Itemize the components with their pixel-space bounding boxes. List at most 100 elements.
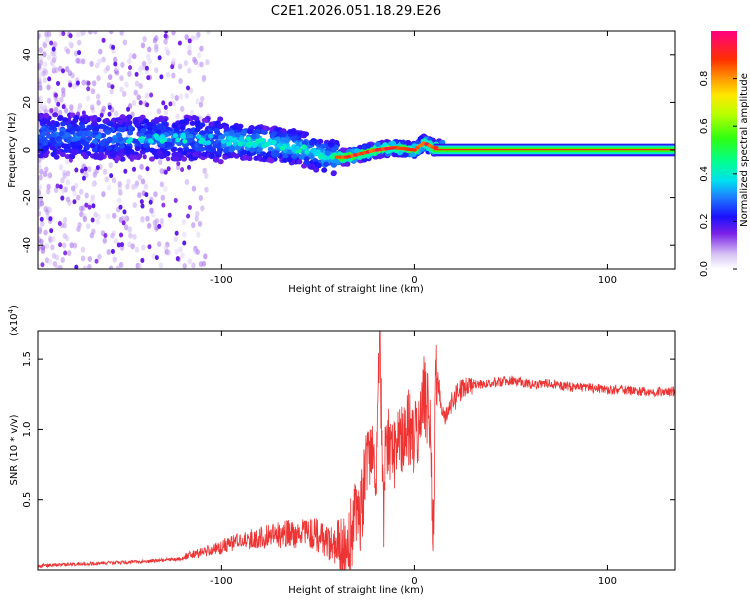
spectrogram-band-cell (344, 161, 351, 167)
spectrogram-tone-stripe (433, 152, 675, 155)
spectrogram-band-cell (199, 122, 206, 128)
spectrogram-scatter-cell (123, 168, 128, 174)
spectrogram-scatter-cell (144, 192, 149, 198)
spectrogram-scatter-cell (184, 92, 190, 99)
spectrogram-scatter-cell (107, 111, 112, 117)
spectrogram-scatter-cell (200, 205, 205, 212)
spectrogram-scatter-cell (177, 63, 183, 70)
spectrogram-band-cell (298, 154, 305, 160)
spectrogram-band-cell (73, 114, 80, 121)
spectrogram-band-cell (117, 119, 124, 125)
spectrogram-scatter-cell (94, 258, 99, 264)
spectrogram-scatter-cell (76, 226, 81, 233)
spectrogram-core-cell (196, 134, 202, 139)
spectrogram-band-cell (118, 143, 125, 150)
spectrogram-band-cell (106, 145, 113, 151)
spectrogram-band-cell (282, 153, 289, 159)
spectrogram-scatter-cell (175, 113, 180, 120)
spectrogram-band-cell (189, 120, 196, 126)
spectrogram-scatter-cell (53, 106, 59, 113)
spectrogram-band-cell (82, 130, 89, 136)
spectrogram-band-cell (148, 147, 155, 153)
spectrogram-scatter-cell (87, 255, 93, 262)
spectrogram-scatter-cell (196, 231, 201, 238)
spectrogram-scatter-cell (128, 232, 133, 239)
spectrogram-band-cell (216, 123, 223, 129)
spectrogram-scatter-cell (65, 196, 71, 203)
spectrogram-scatter-cell (48, 216, 53, 222)
colorbar: 0.0 0.2 0.4 0.6 0.8 Normalized spectral ampl… (699, 31, 750, 277)
spectrogram-scatter-cell (46, 183, 51, 190)
spectrogram-band-cell (125, 145, 132, 152)
spectrogram-core-cell (271, 139, 277, 145)
spectrogram-scatter-cell (195, 210, 200, 217)
spectrogram-scatter-cell (197, 220, 203, 227)
spectrogram-band-cell (253, 155, 260, 161)
spectrogram-band-cell (140, 127, 147, 134)
spectrogram-band-cell (179, 125, 186, 131)
spectrogram-scatter-cell (38, 47, 43, 54)
spectrogram-scatter-cell (40, 262, 45, 268)
spectrogram-scatter-cell (106, 184, 112, 191)
spectrogram-band-cell (400, 139, 407, 145)
spectrogram-band-cell (153, 154, 160, 160)
spectrogram-scatter-cell (78, 205, 84, 212)
spectrogram-scatter-cell (118, 189, 123, 196)
spectrogram-band-cell (63, 147, 70, 153)
spectrogram-scatter-cell (91, 80, 97, 87)
spectrogram-scatter-cell (199, 45, 204, 52)
spectrogram-band-cell (79, 138, 86, 145)
spectrogram-scatter-cell (90, 217, 95, 223)
spectrogram-band-cell (42, 152, 49, 158)
spectrogram-band-cell (91, 121, 98, 127)
colorbar-gradient (711, 31, 737, 269)
spectrogram-scatter-cell (141, 244, 146, 251)
spectrogram-scatter-cell (145, 215, 150, 222)
spectrogram-scatter-cell (119, 86, 124, 93)
spectrogram-band-cell (89, 143, 96, 149)
spectrogram-scatter-cell (40, 244, 46, 251)
spectrogram-core-cell (304, 149, 310, 155)
spectrogram-band-cell (217, 159, 224, 165)
spectrogram-scatter-cell (163, 109, 169, 116)
snr-ylabel: SNR (10 * v/v) (9, 414, 20, 485)
spectrogram-scatter-cell (127, 225, 133, 232)
spectrogram-scatter-cell (175, 164, 181, 171)
spectrogram-scatter-cell (104, 176, 109, 183)
spectrogram-xtick-label: 100 (598, 275, 617, 286)
spectrogram-scatter-cell (106, 213, 111, 220)
spectrogram-band-cell (218, 134, 225, 140)
spectrogram-scatter-cell (61, 31, 66, 37)
spectrogram-band-cell (50, 132, 57, 138)
spectrogram-band-cell (112, 137, 119, 144)
spectrogram-band-cell (183, 117, 190, 124)
spectrogram-band-cell (208, 153, 215, 159)
spectrogram-peak-cell (433, 145, 439, 150)
spectrogram-scatter-cell (128, 53, 133, 60)
spectrogram-scatter-cell (46, 97, 52, 104)
spectrogram-scatter-cell (145, 166, 150, 172)
spectrogram-scatter-cell (61, 87, 66, 94)
spectrogram-scatter-cell (123, 214, 128, 221)
spectrogram-core-cell (208, 133, 214, 139)
snr-scale-label: (x104) (7, 305, 20, 336)
spectrogram-scatter-cell (145, 102, 150, 108)
spectrogram-band-cell (250, 133, 257, 140)
spectrogram-band-cell (146, 133, 153, 139)
spectrogram-scatter-cell (191, 222, 196, 229)
spectrogram-band-cell (223, 125, 230, 131)
spectrogram-scatter-cell (159, 181, 165, 188)
spectrogram-scatter-cell (57, 109, 63, 116)
spectrogram-band-cell (353, 148, 360, 154)
spectrogram-scatter-cell (52, 54, 57, 61)
spectrogram-band-cell (186, 137, 193, 143)
spectrogram-band-cell (165, 141, 172, 147)
spectrogram-scatter-cell (89, 60, 94, 67)
spectrogram-band-cell (309, 140, 316, 146)
spectrogram-ytick-label: -40 (22, 237, 33, 253)
spectrogram-band-cell (308, 164, 315, 170)
spectrogram-scatter-cell (81, 175, 86, 181)
spectrogram-scatter-cell (132, 53, 137, 60)
spectrogram-scatter-cell (153, 191, 158, 198)
spectrogram-scatter-cell (38, 95, 43, 102)
